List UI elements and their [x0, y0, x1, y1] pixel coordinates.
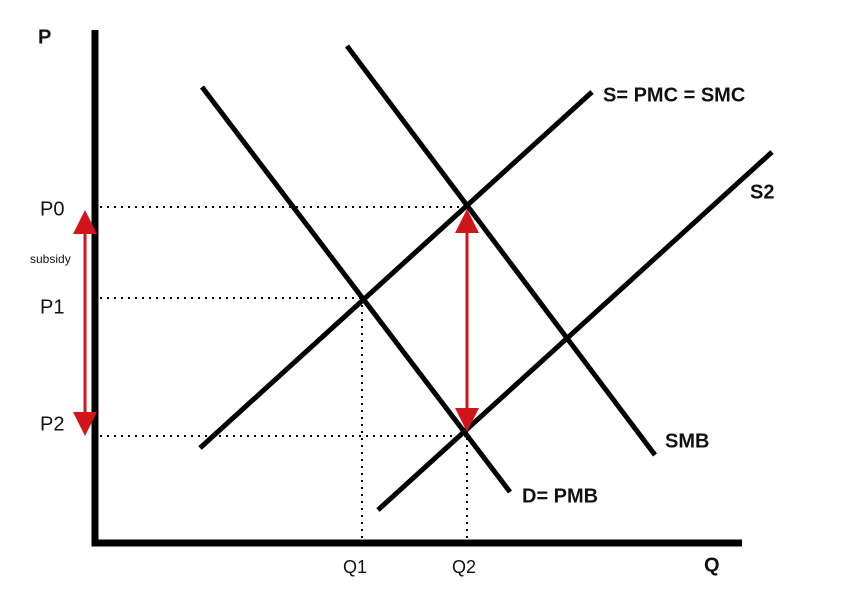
subsidy-label: subsidy [30, 252, 71, 266]
price-label: P2 [40, 413, 64, 435]
curve-label: S2 [750, 181, 774, 203]
smb-curve [345, 44, 657, 457]
curve-label: SMB [665, 430, 709, 452]
quantity-label: Q2 [452, 557, 476, 577]
s2-curve [376, 150, 774, 512]
y-axis-label: P [38, 26, 51, 48]
axes [91, 30, 742, 547]
price-label: P1 [40, 296, 64, 318]
supply-curve [198, 90, 594, 450]
curve-label: D= PMB [522, 485, 598, 507]
quantity-label: Q1 [343, 557, 367, 577]
x-axis-label: Q [704, 554, 720, 576]
curve-label: S= PMC = SMC [603, 84, 745, 106]
price-label: P0 [40, 198, 64, 220]
